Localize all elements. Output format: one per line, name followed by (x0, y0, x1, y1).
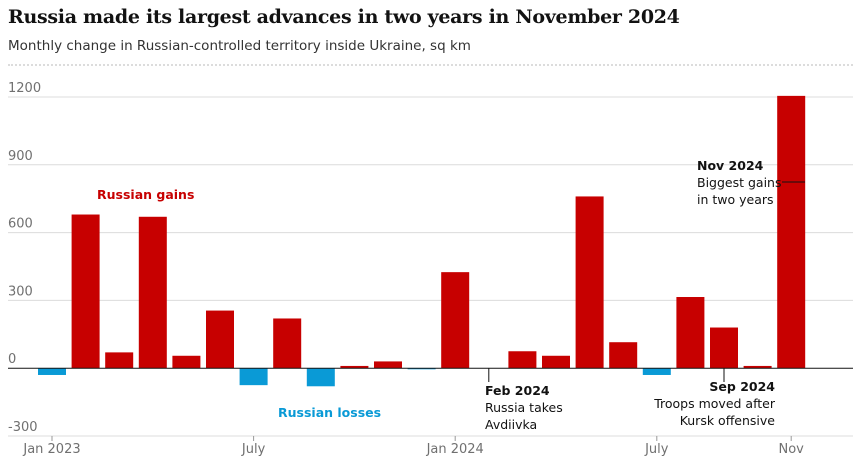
chart-subtitle: Monthly change in Russian-controlled ter… (8, 38, 471, 54)
y-tick-label: 600 (8, 217, 33, 232)
bar-jan-2024 (441, 272, 470, 369)
annotation-sep-2024-line2: Kursk offensive (680, 413, 776, 428)
bar-jun-2023 (206, 310, 234, 369)
x-tick-label: Jan 2023 (22, 442, 80, 457)
bars (38, 95, 806, 387)
bar-feb-2023 (71, 214, 100, 369)
y-tick-label: 900 (8, 149, 33, 164)
annotation-sep-2024-line1: Troops moved after (653, 396, 776, 411)
x-tick-label: July (644, 442, 669, 457)
bar-aug-2024 (676, 297, 705, 369)
annotation-nov-2024-line2: in two years (697, 192, 774, 207)
bar-jan-2023 (38, 368, 66, 375)
annotation-feb-2024-date: Feb 2024 (485, 383, 550, 398)
annotation-feb-2024-line2: Avdiivka (485, 417, 537, 432)
bar-oct-2023 (340, 365, 369, 369)
annotation-nov-2024-date: Nov 2024 (697, 158, 764, 173)
y-tick-label: -300 (8, 420, 38, 435)
bar-oct-2024 (743, 365, 772, 369)
bar-mar-2024 (508, 351, 537, 369)
bar-apr-2023 (138, 216, 167, 369)
bar-apr-2024 (542, 355, 570, 369)
bar-sep-2023 (306, 368, 335, 387)
bar-sep-2024 (710, 327, 738, 369)
x-tick-label: Jan 2024 (426, 442, 484, 457)
bar-jul-2023 (239, 368, 268, 386)
legend-russian-losses: Russian losses (278, 405, 381, 420)
annotation-nov-2024-line1: Biggest gains (697, 175, 782, 190)
header-divider (8, 64, 853, 66)
bar-nov-2024 (777, 95, 806, 369)
y-tick-label: 0 (8, 352, 16, 367)
bar-jul-2024 (642, 368, 671, 375)
bar-dec-2023 (407, 368, 436, 370)
legend-russian-gains: Russian gains (97, 187, 194, 202)
annotation-feb-2024-line1: Russia takes (485, 400, 563, 415)
annotations: Russian gains Russian losses Feb 2024 Ru… (97, 158, 805, 432)
x-tick-label: Nov (779, 442, 805, 457)
bar-aug-2023 (273, 318, 302, 369)
y-tick-label: 1200 (8, 81, 41, 96)
annotation-sep-2024-date: Sep 2024 (709, 379, 775, 394)
chart-title: Russia made its largest advances in two … (8, 6, 680, 28)
axis-ticks: 1200 900 600 300 0 -300 Jan 2023 July Jan 2024 Ju… (8, 81, 804, 457)
bar-may-2024 (575, 196, 604, 369)
bar-mar-2023 (105, 352, 134, 369)
bar-jun-2024 (609, 342, 638, 369)
x-tick-label: July (241, 442, 266, 457)
bar-may-2023 (172, 355, 201, 369)
y-tick-label: 300 (8, 284, 33, 299)
bar-nov-2023 (374, 361, 402, 369)
